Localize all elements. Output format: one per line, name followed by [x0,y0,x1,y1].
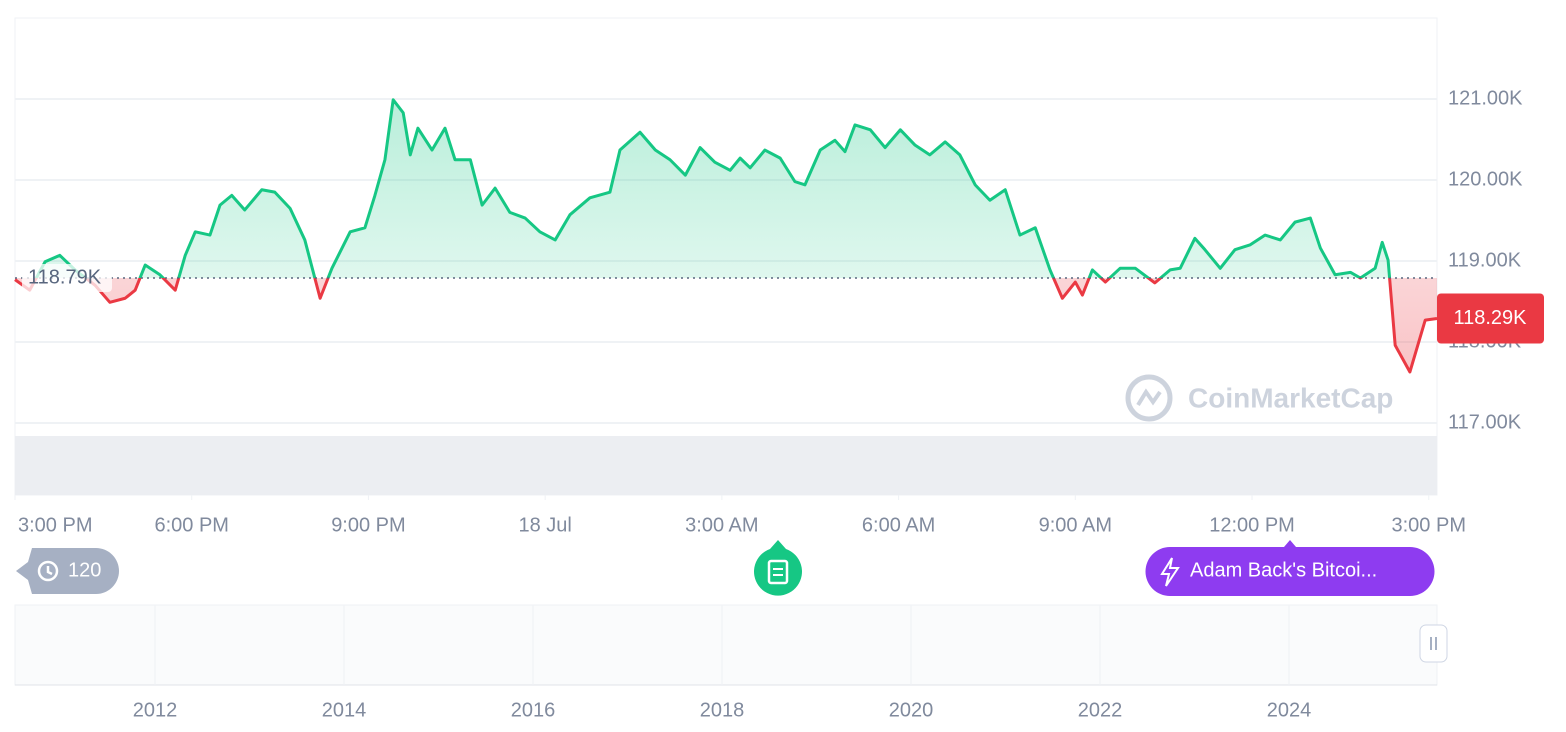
area-up [15,99,1437,279]
navigator-year: 2014 [322,699,367,721]
navigator-handle[interactable] [1419,624,1448,663]
volume-band [15,436,1437,495]
navigator: 2012 2014 2016 2018 2020 2022 2024 [14,604,1448,721]
watermark: CoinMarketCap [1125,374,1393,422]
x-tick-label: 6:00 PM [154,514,228,536]
y-tick-label: 120.00K [1448,168,1523,190]
y-tick-label: 119.00K [1448,249,1522,271]
navigator-year: 2022 [1078,699,1123,721]
line-up [34,98,1392,279]
navigator-year: 2012 [133,699,178,721]
history-count: 120 [68,559,101,581]
x-tick-label: 3:00 AM [685,514,758,536]
navigator-year: 2024 [1267,699,1312,721]
x-tick-label: 9:00 PM [331,514,405,536]
history-badge[interactable]: 120 [16,548,119,594]
reference-label: 118.79K [28,266,102,288]
news-marker[interactable] [754,540,802,596]
x-tick-label: 9:00 AM [1039,514,1112,536]
x-tick-label: 18 Jul [518,514,571,536]
y-tick-label: 121.00K [1448,87,1523,109]
event-pill[interactable]: Adam Back's Bitcoi... [1145,540,1435,596]
navigator-year: 2020 [889,699,934,721]
reference-label-bg [22,264,112,293]
current-price-label: 118.29K [1453,307,1527,329]
watermark-text: CoinMarketCap [1188,382,1393,413]
navigator-year: 2016 [511,699,556,721]
navigator-year: 2018 [700,699,745,721]
x-tick-label: 3:00 PM [1392,514,1466,536]
x-tick-label: 3:00 PM [18,514,92,536]
x-tick-label: 12:00 PM [1209,514,1295,536]
x-tick-label: 6:00 AM [862,514,935,536]
y-tick-label: 117.00K [1448,411,1522,433]
event-text: Adam Back's Bitcoi... [1190,559,1377,581]
current-price-tag [1437,293,1544,344]
